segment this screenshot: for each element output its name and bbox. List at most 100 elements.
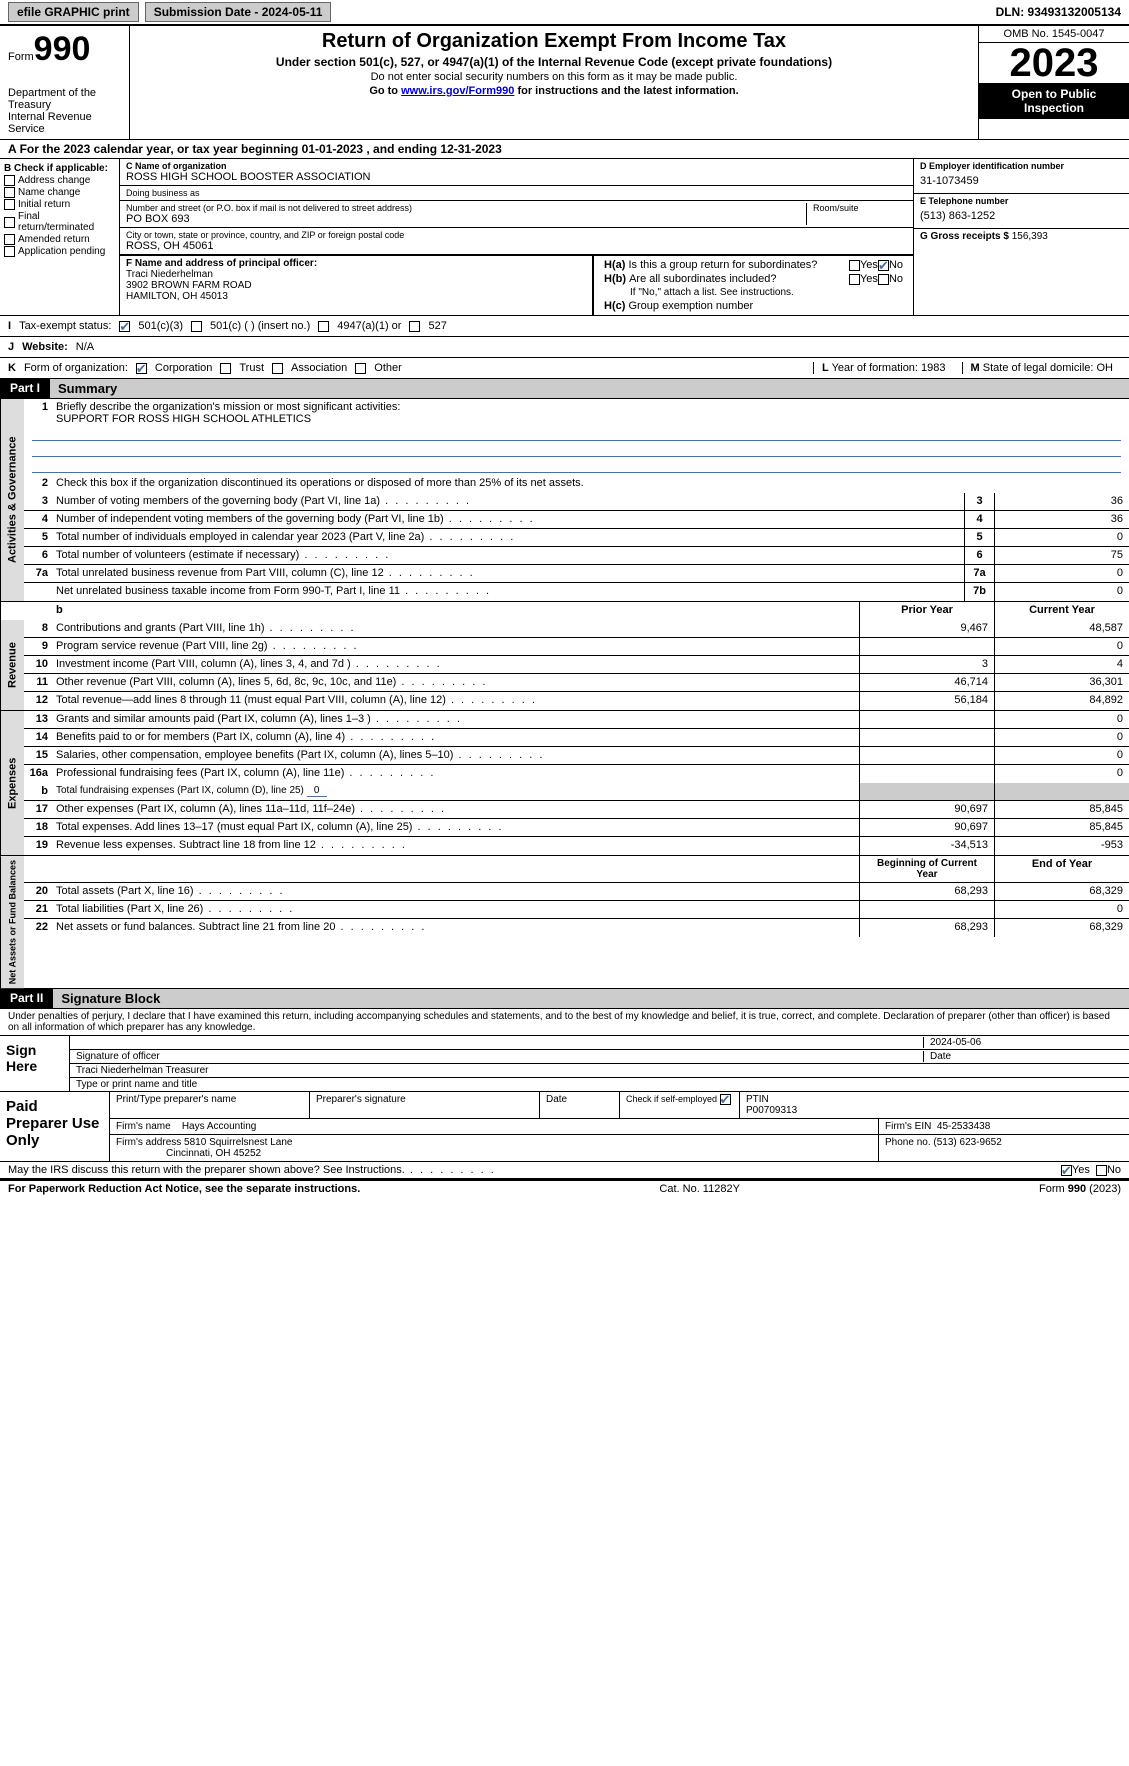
col-begin-head: Beginning of Current Year [859,856,994,882]
page-footer: For Paperwork Reduction Act Notice, see … [0,1180,1129,1197]
chk-app-pending[interactable] [4,246,15,257]
phone-label: E Telephone number [920,196,1123,206]
side-netassets: Net Assets or Fund Balances [0,856,24,988]
chk-ha-no[interactable] [878,260,889,271]
col-current-head: Current Year [994,602,1129,620]
phone-value: (513) 863-1252 [920,206,1123,226]
chk-self-employed[interactable] [720,1094,731,1105]
fundraising-total: 0 [307,785,327,797]
prep-date-head: Date [540,1092,620,1118]
top-bar: efile GRAPHIC print Submission Date - 20… [0,0,1129,26]
part2-title: Signature Block [53,989,1129,1008]
part1-badge: Part I [0,379,50,398]
tax-year-range: A For the 2023 calendar year, or tax yea… [0,140,1129,159]
org-info-grid: B Check if applicable: Address change Na… [0,159,1129,316]
room-label: Room/suite [813,203,907,213]
tax-exempt-row: I Tax-exempt status: 501(c)(3) 501(c) ( … [0,316,1129,337]
ptin-value: P00709313 [746,1105,797,1116]
dln-label: DLN: 93493132005134 [996,5,1121,19]
firm-name: Hays Accounting [182,1121,257,1132]
form-subtitle: Under section 501(c), 527, or 4947(a)(1)… [138,55,970,69]
declaration-text: Under penalties of perjury, I declare th… [0,1009,1129,1035]
year-formation: 1983 [921,362,945,374]
department-label: Department of the Treasury Internal Reve… [8,87,121,135]
gross-label: G Gross receipts $ [920,231,1009,242]
chk-501c[interactable] [191,321,202,332]
form-word: Form [8,51,34,63]
chk-527[interactable] [409,321,420,332]
ein-value: 31-1073459 [920,171,1123,191]
col-prior-head: Prior Year [859,602,994,620]
firm-addr1: 5810 Squirrelsnest Lane [184,1137,292,1148]
chk-hb-yes[interactable] [849,274,860,285]
hb-note: If "No," attach a list. See instructions… [600,286,907,299]
side-revenue: Revenue [0,620,24,710]
line2-text: Check this box if the organization disco… [56,477,584,489]
submission-date-button[interactable]: Submission Date - 2024-05-11 [145,2,332,22]
side-expenses: Expenses [0,711,24,855]
chk-initial-return[interactable] [4,199,15,210]
chk-trust[interactable] [220,363,231,374]
chk-final-return[interactable] [4,217,15,228]
org-name: ROSS HIGH SCHOOL BOOSTER ASSOCIATION [126,171,907,183]
sig-officer-label: Signature of officer [76,1051,923,1062]
part1-header-row: Part I Summary [0,379,1129,399]
form-number: 990 [34,30,91,68]
ein-label: D Employer identification number [920,161,1123,171]
form-title: Return of Organization Exempt From Incom… [138,30,970,53]
firm-addr2: Cincinnati, OH 45252 [166,1148,261,1159]
gross-value: 156,393 [1012,231,1048,242]
paid-preparer-label: Paid Preparer Use Only [0,1092,110,1161]
side-activities: Activities & Governance [0,399,24,601]
efile-print-button[interactable]: efile GRAPHIC print [8,2,139,22]
prep-sig-head: Preparer's signature [310,1092,540,1118]
type-name-label: Type or print name and title [76,1079,197,1090]
officer-name: Traci Niederhelman [126,269,586,280]
ssn-note: Do not enter social security numbers on … [138,71,970,83]
city-label: City or town, state or province, country… [126,230,907,240]
chk-corp[interactable] [136,363,147,374]
signature-block: Under penalties of perjury, I declare th… [0,1009,1129,1180]
firm-phone: (513) 623-9652 [933,1137,1001,1148]
officer-addr1: 3902 BROWN FARM ROAD [126,280,586,291]
hc-label: Group exemption number [628,300,753,312]
activities-governance-section: Activities & Governance 1 Briefly descri… [0,399,1129,602]
org-name-label: C Name of organization [126,161,907,171]
website-row: J Website: N/A [0,337,1129,358]
officer-addr2: HAMILTON, OH 45013 [126,291,586,302]
chk-address-change[interactable] [4,175,15,186]
sign-here-label: Sign Here [0,1036,70,1091]
dba-label: Doing business as [126,188,907,198]
tax-year: 2023 [979,43,1129,83]
chk-assoc[interactable] [272,363,283,374]
section-c: C Name of organization ROSS HIGH SCHOOL … [120,159,914,315]
col-end-head: End of Year [994,856,1129,882]
open-public-badge: Open to Public Inspection [979,83,1129,119]
chk-501c3[interactable] [119,321,130,332]
street-value: PO BOX 693 [126,213,806,225]
mission-text: SUPPORT FOR ROSS HIGH SCHOOL ATHLETICS [56,413,311,425]
mission-label: Briefly describe the organization's miss… [56,401,400,413]
part2-header-row: Part II Signature Block [0,989,1129,1009]
part2-badge: Part II [0,989,53,1008]
chk-ha-yes[interactable] [849,260,860,271]
part1-title: Summary [50,379,1129,398]
chk-other[interactable] [355,363,366,374]
chk-4947[interactable] [318,321,329,332]
netassets-section: Net Assets or Fund Balances Beginning of… [0,856,1129,989]
street-label: Number and street (or P.O. box if mail i… [126,203,806,213]
chk-discuss-yes[interactable] [1061,1165,1072,1176]
firm-ein: 45-2533438 [937,1121,990,1132]
discuss-text: May the IRS discuss this return with the… [8,1164,1061,1176]
form-header: Form990 Department of the Treasury Inter… [0,26,1129,140]
footer-mid: Cat. No. 11282Y [659,1183,740,1195]
footer-left: For Paperwork Reduction Act Notice, see … [8,1183,360,1195]
revenue-section: Revenue 8Contributions and grants (Part … [0,620,1129,711]
chk-hb-no[interactable] [878,274,889,285]
city-value: ROSS, OH 45061 [126,240,907,252]
chk-name-change[interactable] [4,187,15,198]
b-header: B Check if applicable: [4,163,115,174]
chk-amended[interactable] [4,234,15,245]
chk-discuss-no[interactable] [1096,1165,1107,1176]
irs-link[interactable]: www.irs.gov/Form990 [401,85,514,97]
